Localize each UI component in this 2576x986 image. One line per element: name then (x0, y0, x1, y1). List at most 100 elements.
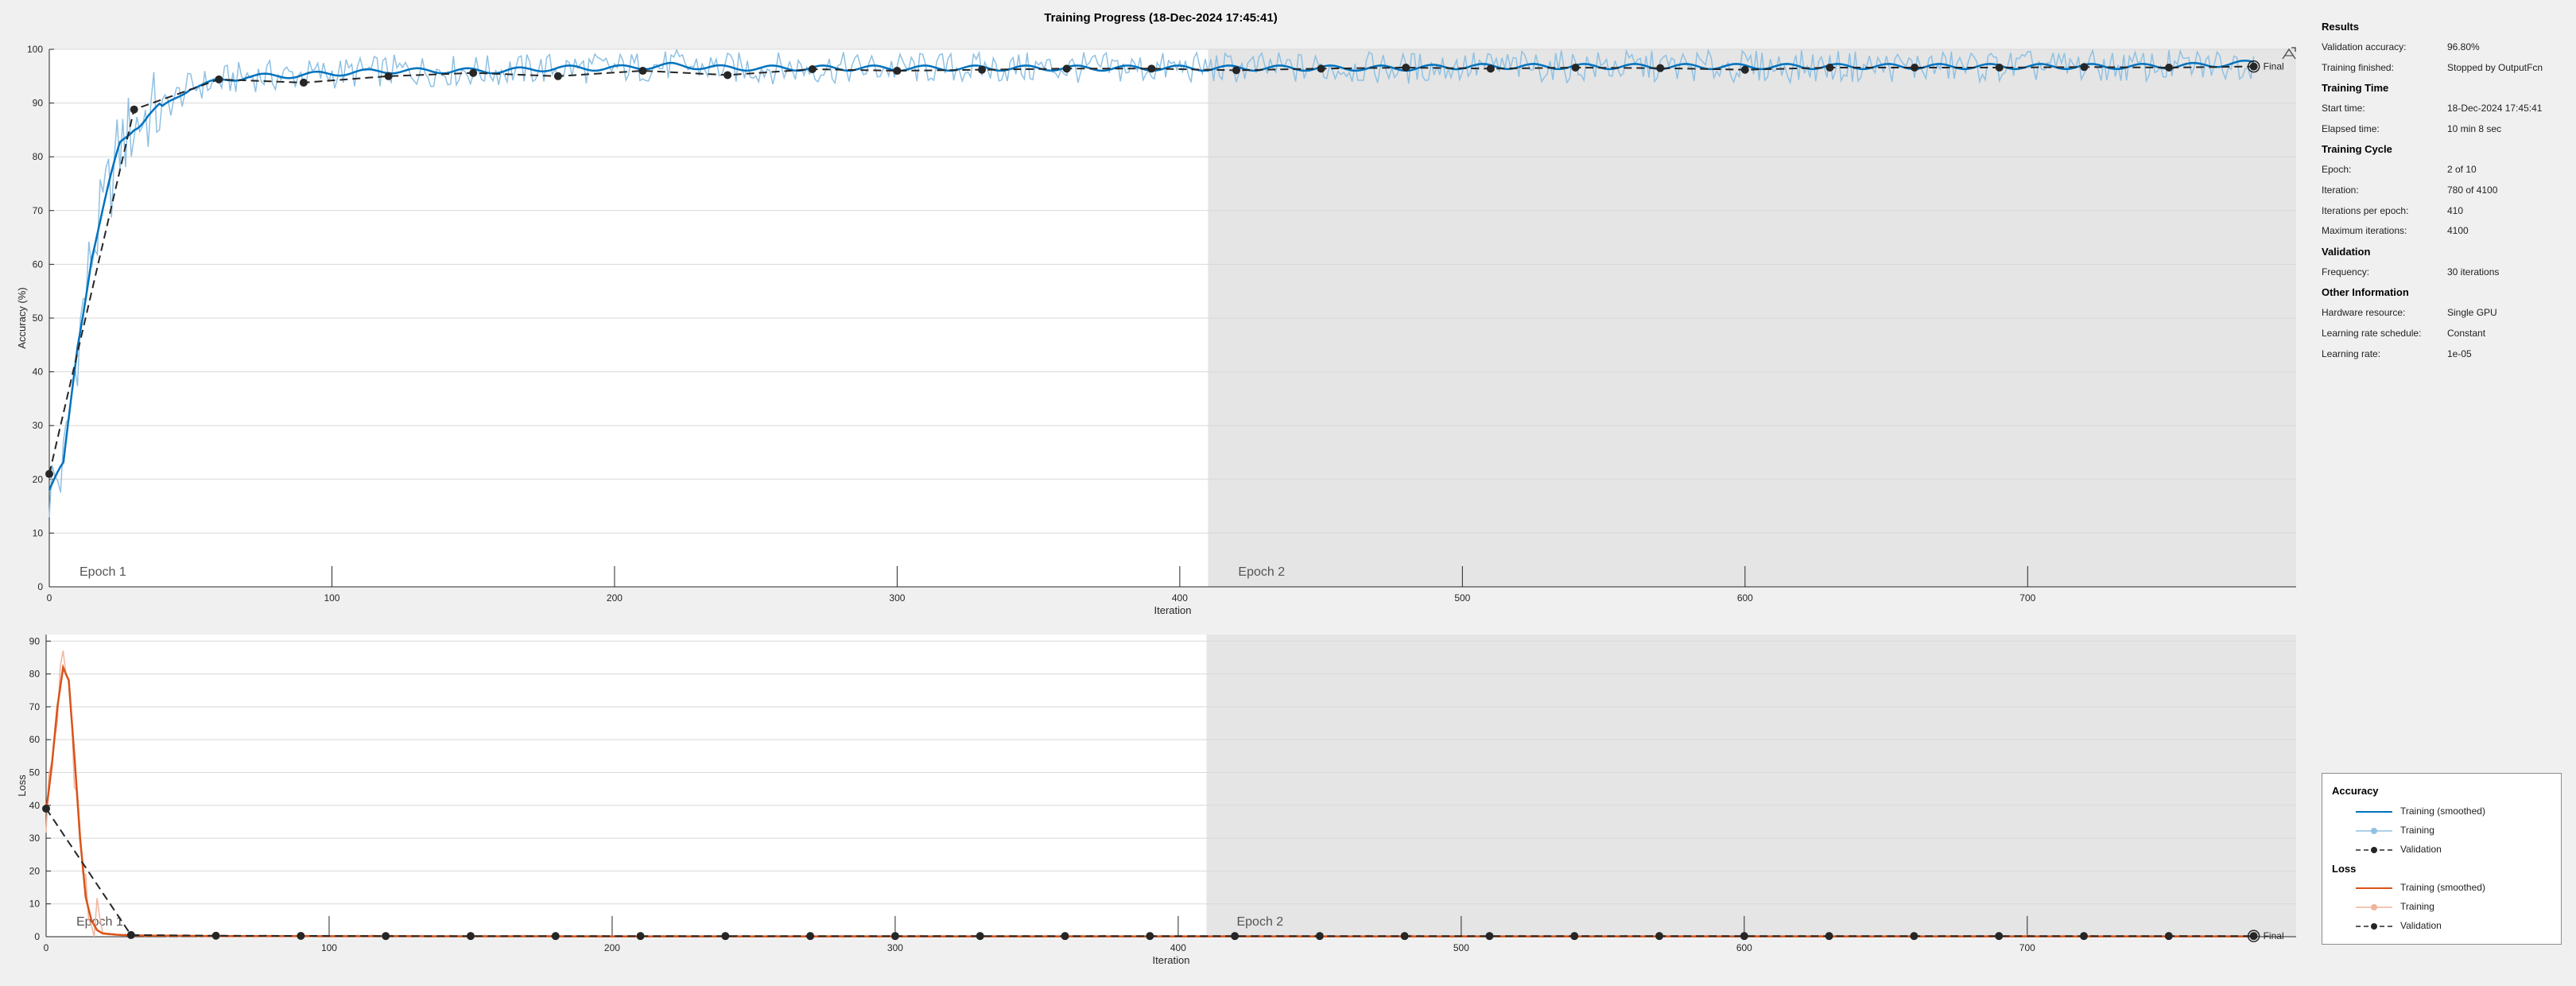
final-label: Final (2264, 61, 2284, 72)
y-tick-label: 30 (29, 833, 41, 844)
y-tick-label: 50 (29, 767, 41, 778)
y-tick-label: 40 (29, 800, 41, 811)
validation-point (130, 105, 138, 114)
validation-point (1400, 932, 1409, 941)
validation-point (808, 65, 817, 74)
x-tick-label: 400 (1172, 592, 1188, 604)
validation-point (299, 78, 308, 87)
validation-point (211, 931, 220, 940)
validation-point (1911, 63, 1919, 72)
validation-point (1317, 64, 1325, 73)
x-tick-label: 200 (604, 942, 620, 953)
validation-point (297, 931, 305, 940)
x-tick-label: 400 (1170, 942, 1186, 953)
accuracy-plot: 0 10 20 30 40 50 60 70 80 90 100 0 100 200 300 400 500 60… (16, 44, 2296, 616)
validation-point (2080, 63, 2089, 72)
y-tick-label: 70 (33, 205, 44, 216)
info-label: Learning rate schedule: (2322, 328, 2422, 339)
validation-point (890, 932, 899, 941)
y-tick-label: 30 (33, 420, 44, 431)
validation-point (1486, 64, 1495, 73)
legend-item-accuracy-training: Training (2400, 825, 2434, 836)
legend-item-accuracy-validation: Validation (2400, 844, 2442, 855)
validation-point (551, 932, 560, 941)
training-raw-line (48, 48, 2255, 518)
validation-point (2165, 63, 2174, 72)
final-marker (2247, 60, 2260, 73)
validation-point (1061, 932, 1069, 941)
info-label: Epoch: (2322, 164, 2352, 176)
legend-swatch-accuracy-smoothed (2356, 811, 2392, 813)
y-tick-label: 80 (29, 669, 41, 680)
validation-point (126, 930, 135, 939)
validation-point (1232, 66, 1240, 75)
validation-point (1995, 932, 2004, 941)
info-label: Hardware resource: (2322, 307, 2406, 319)
y-tick-label: 0 (34, 931, 40, 942)
info-value: 4100 (2447, 225, 2469, 237)
validation-point (1995, 63, 2004, 72)
validation-point (978, 65, 987, 74)
export-button[interactable] (2280, 45, 2298, 62)
info-label: Learning rate: (2322, 347, 2381, 359)
validation-point (638, 67, 647, 76)
final-label: Final (2264, 930, 2284, 941)
legend-swatch-accuracy-training (2356, 828, 2392, 834)
legend-swatch-accuracy-validation (2356, 847, 2392, 853)
validation-point (721, 932, 730, 941)
validation-point (1825, 63, 1834, 72)
x-tick-label: 500 (1454, 592, 1470, 604)
x-axis-label: Iteration (1154, 604, 1192, 616)
info-value: 96.80% (2447, 41, 2480, 52)
legend-swatch-loss-validation (2356, 923, 2392, 930)
y-tick-label: 70 (29, 701, 41, 712)
validation-point (1825, 932, 1833, 941)
info-value: 30 iterations (2447, 266, 2500, 278)
epoch-label: Epoch 2 (1238, 565, 1285, 579)
validation-point (1740, 65, 1749, 74)
validation-point (469, 68, 478, 77)
loss-plot: 0 10 20 30 40 50 60 70 80 90 0 100 200 300 400 500 600 70… (16, 635, 2296, 966)
y-tick-label: 20 (33, 474, 44, 485)
epoch-shade (1206, 635, 2296, 937)
validation-point (1655, 932, 1664, 941)
epoch-label: Epoch 1 (80, 565, 126, 579)
info-label: Iteration: (2322, 184, 2359, 196)
validation-point (2080, 932, 2089, 941)
validation-point (1571, 63, 1580, 72)
x-tick-label: 200 (607, 592, 623, 604)
x-tick-label: 600 (1736, 942, 1752, 953)
info-value: 18-Dec-2024 17:45:41 (2447, 103, 2543, 115)
x-axis-label: Iteration (1153, 954, 1190, 966)
info-label: Maximum iterations: (2322, 225, 2407, 237)
legend: Accuracy Training (smoothed) Training Va… (2322, 773, 2562, 945)
x-tick-label: 300 (889, 592, 905, 604)
x-tick-label: 100 (321, 942, 337, 953)
validation-point (636, 932, 645, 941)
validation-point (1147, 64, 1156, 73)
final-marker (2247, 930, 2260, 942)
y-tick-label: 40 (33, 367, 44, 378)
validation-point (215, 75, 223, 83)
validation-point (2249, 932, 2258, 941)
info-label: Iterations per epoch: (2322, 204, 2409, 216)
info-label: Elapsed time: (2322, 122, 2380, 134)
legend-item-loss-validation: Validation (2400, 920, 2442, 931)
y-tick-label: 100 (27, 44, 43, 55)
info-label: Start time: (2322, 103, 2365, 115)
y-tick-label: 60 (29, 734, 41, 745)
validation-point (893, 67, 902, 76)
legend-accuracy-heading: Accuracy (2332, 785, 2379, 797)
info-label: Validation accuracy: (2322, 41, 2407, 52)
legend-item-loss-training: Training (2400, 901, 2434, 912)
validation-point (466, 932, 475, 941)
validation-point (42, 804, 50, 813)
info-value: 2 of 10 (2447, 164, 2477, 176)
validation-point (553, 72, 562, 80)
y-axis-label: Loss (16, 774, 28, 797)
legend-swatch-loss-training (2356, 904, 2392, 910)
validation-point (1231, 932, 1240, 941)
validation-point (1485, 932, 1494, 941)
validation-point (806, 932, 815, 941)
info-label: Training finished: (2322, 61, 2394, 73)
